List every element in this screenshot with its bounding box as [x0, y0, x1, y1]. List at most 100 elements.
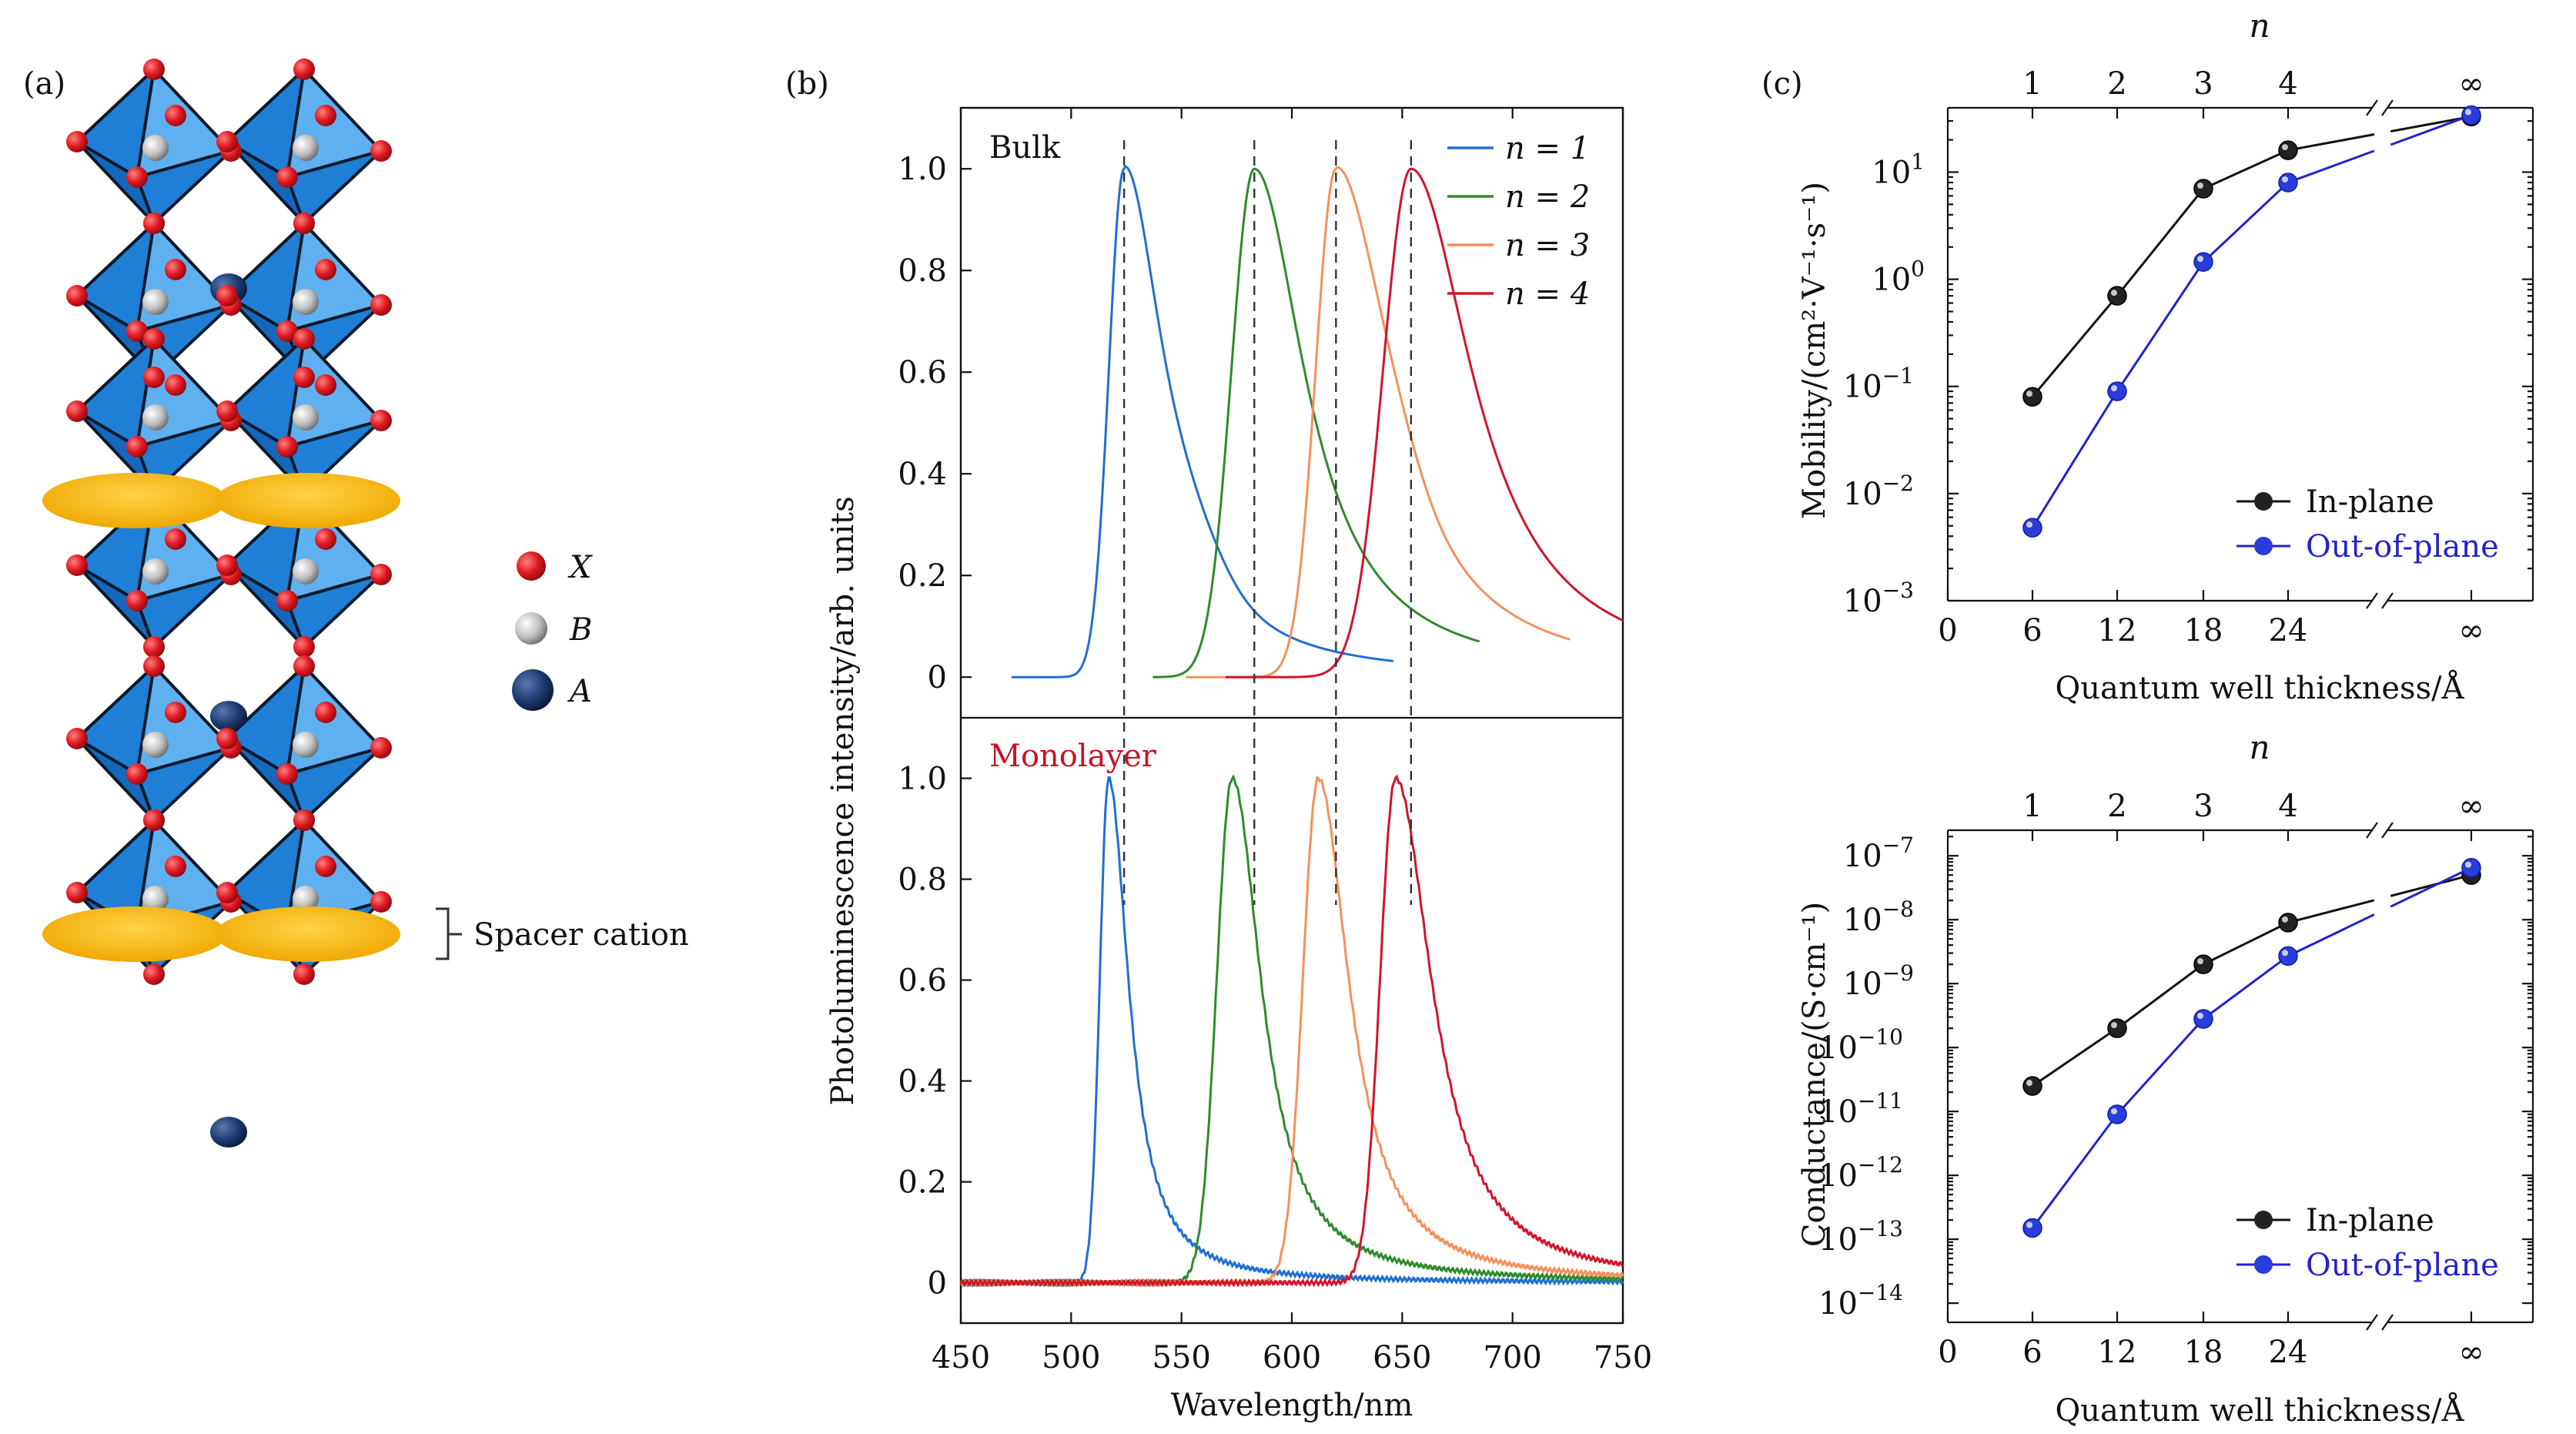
x-site-atom [276, 590, 298, 611]
x-site-atom [370, 737, 392, 759]
b-site-atom [293, 732, 319, 758]
octahedron-upper [75, 68, 233, 225]
b-site-atom [293, 886, 319, 912]
legend-a: X B A Spacer cation [436, 550, 689, 960]
log-y-tick-label: 10−7 [1843, 833, 1914, 874]
x-site-atom [216, 728, 238, 749]
x-tick-label: 6 [2022, 613, 2042, 648]
pl-x-tick-label: 550 [1152, 1340, 1210, 1375]
b-site-atom [142, 404, 169, 431]
x-site-atom [293, 809, 315, 831]
b-site-atom [142, 289, 169, 315]
data-point-out-of-plane [2193, 1009, 2213, 1029]
data-point-highlight [2197, 958, 2203, 965]
log-y-tick-exponent: −11 [1858, 1088, 1903, 1114]
panel-a-crystal-structure: (a) X B A Spacer cation [23, 59, 689, 1148]
octahedron-middle [226, 337, 383, 494]
x-site-atom [143, 59, 165, 80]
pl-x-axis-label: Wavelength/nm [1171, 1388, 1413, 1423]
data-point-in-plane [2278, 140, 2298, 160]
data-point-highlight [2465, 109, 2471, 116]
data-point-highlight [2026, 1221, 2032, 1228]
data-point-highlight [2282, 916, 2288, 923]
x-site-atom [370, 410, 392, 431]
monolayer-spectrum-n4 [959, 774, 1624, 1288]
b-site-atom [293, 289, 319, 315]
octahedron-face [135, 746, 233, 822]
pl-y-tick-label: 1.0 [898, 762, 947, 797]
log-y-tick-exponent: −3 [1882, 578, 1914, 603]
b-site-atom [142, 135, 169, 161]
data-point-out-of-plane [2022, 518, 2042, 538]
log-y-tick-label: 10−3 [1843, 578, 1914, 619]
legend-label-in-plane: In-plane [2306, 1203, 2434, 1238]
pl-x-tick-label: 500 [1042, 1340, 1100, 1375]
octahedron-face [286, 573, 383, 648]
x-site-atom [126, 436, 148, 457]
series-break-segment [2287, 133, 2375, 152]
octahedron-face [286, 149, 383, 225]
x-tick-label: 0 [1938, 613, 1957, 648]
monolayer-spectrum-n3 [959, 776, 1624, 1288]
axis-break-mark [2381, 592, 2394, 609]
data-point-out-of-plane [2107, 381, 2127, 401]
conductance-y-axis-label: Conductance/(S·cm⁻¹) [1797, 902, 1832, 1247]
x-site-atom [276, 436, 298, 457]
x-site-atom [143, 655, 165, 677]
x-tick-label: ∞ [2458, 1335, 2484, 1370]
log-y-tick-label: 100 [1872, 256, 1925, 298]
x-site-atom [370, 294, 392, 316]
log-y-tick-exponent: 1 [1911, 149, 1925, 174]
spacer-bracket [436, 907, 462, 960]
x-tick-label: 18 [2184, 1335, 2223, 1370]
log-y-tick-label: 101 [1872, 149, 1925, 190]
b-site-atom [142, 558, 169, 585]
pl-x-tick-label: 450 [932, 1340, 990, 1375]
legend-a-label: A [567, 674, 592, 709]
series-break-segment [2287, 149, 2375, 184]
log-y-tick-exponent: −10 [1858, 1024, 1903, 1050]
legend-marker-out-of-plane [2254, 537, 2273, 555]
data-point-highlight [2111, 1022, 2117, 1029]
x-site-atom [165, 105, 186, 126]
data-point-out-of-plane [2461, 857, 2481, 878]
series-break-segment [2390, 873, 2472, 897]
x-site-atom [165, 259, 186, 280]
top-tick-label: 2 [2107, 789, 2126, 824]
x-site-atom [165, 528, 186, 550]
x-site-atom [143, 636, 165, 658]
x-site-atom [66, 555, 88, 576]
monolayer-title: Monolayer [989, 739, 1157, 774]
x-site-atom [126, 320, 148, 342]
axis-break-mark [2381, 1314, 2394, 1331]
x-site-atom [126, 590, 148, 611]
spacer-cation [216, 906, 400, 962]
x-site-atom [370, 891, 392, 913]
x-site-atom [315, 105, 336, 126]
x-site-atom [293, 963, 315, 985]
x-tick-label: 24 [2269, 1335, 2308, 1370]
log-y-tick-exponent: 0 [1911, 256, 1925, 282]
data-point-out-of-plane [2278, 173, 2298, 193]
data-point-highlight [2282, 176, 2288, 183]
legend-x-label: X [567, 550, 593, 585]
axis-break-mark [2366, 99, 2378, 116]
pl-y-tick-label: 0.2 [898, 1165, 947, 1201]
series-break-segment [2287, 913, 2375, 957]
x-site-atom [276, 763, 298, 785]
x-site-atom [143, 328, 165, 350]
pl-y-tick-label: 0 [928, 660, 947, 695]
data-point-in-plane [2193, 179, 2213, 199]
log-y-tick-label: 10−1 [1843, 364, 1914, 405]
x-site-atom [315, 528, 336, 550]
monolayer-spectrum-n1 [959, 776, 1624, 1288]
x-site-atom [216, 882, 238, 903]
pl-x-tick-label: 650 [1373, 1340, 1431, 1375]
x-site-atom [216, 131, 238, 152]
log-y-tick-label: 10−2 [1843, 471, 1914, 512]
series-line-in-plane [2032, 921, 2289, 1087]
b-site-atom [293, 135, 319, 161]
top-tick-label: 3 [2193, 789, 2213, 824]
pl-y-tick-label: 0.4 [898, 457, 947, 492]
